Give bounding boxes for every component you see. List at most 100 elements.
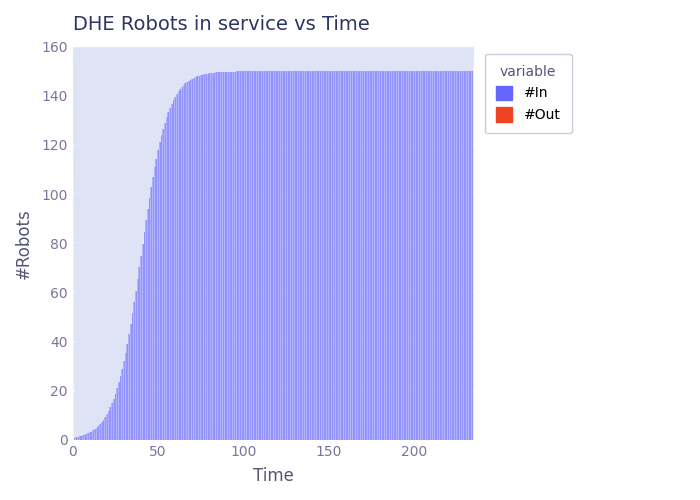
Bar xyxy=(174,96,176,440)
Bar xyxy=(427,71,428,440)
Bar xyxy=(304,71,306,440)
Bar xyxy=(90,432,92,440)
Bar xyxy=(295,71,297,440)
Bar xyxy=(335,71,337,440)
Bar xyxy=(428,71,430,440)
Bar xyxy=(355,71,357,440)
Bar xyxy=(256,72,258,440)
Legend: #In, #Out: #In, #Out xyxy=(484,54,572,134)
Bar xyxy=(94,429,96,440)
Bar xyxy=(456,71,458,440)
Bar xyxy=(290,71,292,440)
Bar xyxy=(466,71,468,440)
Bar xyxy=(78,436,81,440)
Bar xyxy=(351,71,354,440)
Bar xyxy=(470,71,471,440)
Bar xyxy=(354,71,355,440)
Bar xyxy=(324,71,326,440)
Bar xyxy=(82,436,84,440)
Bar xyxy=(276,71,279,440)
Bar xyxy=(337,71,338,440)
Bar xyxy=(406,71,408,440)
Bar xyxy=(297,71,299,440)
Bar xyxy=(80,436,82,440)
Bar xyxy=(437,71,439,440)
Bar xyxy=(239,72,241,440)
Bar xyxy=(227,72,229,440)
Bar xyxy=(123,361,125,440)
Bar xyxy=(294,71,295,440)
Bar xyxy=(280,71,282,440)
Bar xyxy=(362,71,364,440)
Bar xyxy=(202,74,203,440)
Bar xyxy=(364,71,365,440)
Bar xyxy=(464,71,466,440)
Bar xyxy=(127,344,128,440)
Bar xyxy=(442,71,444,440)
Bar xyxy=(452,71,454,440)
Bar xyxy=(152,177,154,440)
Bar xyxy=(370,71,372,440)
Bar xyxy=(130,324,132,440)
Bar xyxy=(393,71,394,440)
Bar xyxy=(132,314,133,440)
Bar xyxy=(118,382,120,440)
Bar xyxy=(421,71,424,440)
Bar xyxy=(413,71,415,440)
Bar xyxy=(412,71,413,440)
Bar xyxy=(260,72,261,440)
Bar xyxy=(251,72,253,440)
Bar xyxy=(255,72,256,440)
Bar xyxy=(104,417,106,440)
Bar xyxy=(420,71,421,440)
Text: DHE Robots in service vs Time: DHE Robots in service vs Time xyxy=(73,15,370,34)
Bar xyxy=(209,74,210,440)
Bar xyxy=(242,72,244,440)
Bar xyxy=(463,71,464,440)
Bar xyxy=(103,420,104,440)
Bar xyxy=(432,71,433,440)
Bar xyxy=(159,142,160,440)
Bar xyxy=(135,291,136,440)
Bar xyxy=(188,80,190,440)
Bar xyxy=(183,85,185,440)
Bar xyxy=(229,72,230,440)
Bar xyxy=(125,352,127,440)
Bar xyxy=(162,128,164,440)
Bar xyxy=(89,432,90,440)
Bar xyxy=(148,198,150,440)
Bar xyxy=(108,411,109,440)
Bar xyxy=(169,108,171,440)
Bar xyxy=(217,72,218,440)
Bar xyxy=(367,71,369,440)
Bar xyxy=(160,135,162,440)
Bar xyxy=(268,72,270,440)
Bar xyxy=(312,71,314,440)
Bar xyxy=(258,72,260,440)
Bar xyxy=(190,80,191,440)
Bar xyxy=(300,71,302,440)
Bar xyxy=(210,73,212,440)
Bar xyxy=(302,71,304,440)
Bar xyxy=(178,91,179,440)
Bar xyxy=(372,71,374,440)
Bar xyxy=(154,168,155,440)
Bar xyxy=(144,232,145,440)
Bar xyxy=(166,117,167,440)
Bar xyxy=(377,71,379,440)
Bar xyxy=(287,71,288,440)
Bar xyxy=(376,71,377,440)
Bar xyxy=(273,72,275,440)
Bar xyxy=(171,104,172,440)
Bar xyxy=(206,74,209,440)
Bar xyxy=(342,71,343,440)
Bar xyxy=(319,71,321,440)
Bar xyxy=(439,71,440,440)
Bar xyxy=(424,71,425,440)
Bar xyxy=(230,72,232,440)
Bar xyxy=(263,72,265,440)
Bar xyxy=(338,71,339,440)
Bar xyxy=(309,71,311,440)
Bar xyxy=(326,71,328,440)
Bar xyxy=(349,71,350,440)
